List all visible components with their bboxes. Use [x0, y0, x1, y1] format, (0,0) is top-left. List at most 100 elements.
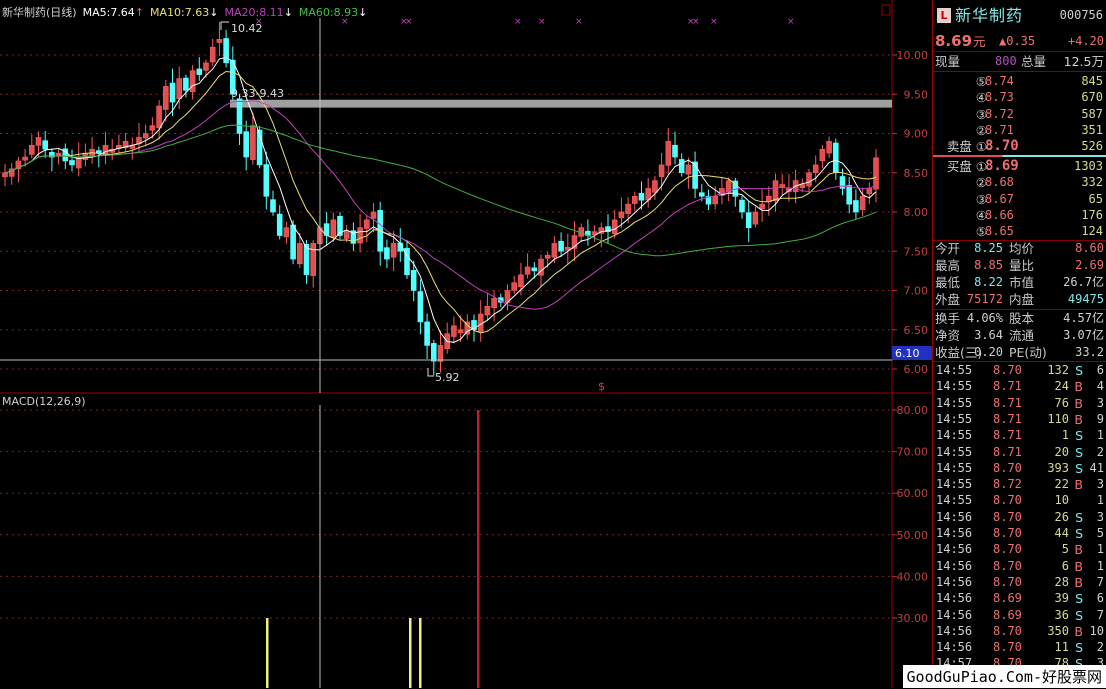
trade-row[interactable]: 14:55 8.71 20 S 2	[933, 444, 1106, 461]
ask-level[interactable]: ④ 8.73 670	[933, 89, 1106, 106]
ask-label: ②	[975, 122, 987, 138]
signal-cross-icon: ×	[787, 17, 795, 27]
trade-time: 14:55	[936, 428, 973, 443]
candle-body	[558, 240, 564, 252]
trade-volume: 132	[1047, 363, 1069, 377]
stat-row[interactable]: 外盘 75172 内盘 49475	[933, 291, 1106, 308]
stat-row[interactable]: 最高 8.85 量比 2.69	[933, 257, 1106, 274]
signal-cross-icon: ×	[710, 17, 718, 27]
stat-row[interactable]: 换手 4.06% 股本 4.57亿	[933, 310, 1106, 327]
divider	[933, 71, 1106, 72]
bid-level[interactable]: ③ 8.67 65	[933, 191, 1106, 208]
bid-volume: 124	[1081, 224, 1103, 239]
trade-row[interactable]: 14:55 8.71 110 B 9	[933, 411, 1106, 428]
macd-bar	[419, 618, 422, 688]
bid-level[interactable]: ④ 8.66 176	[933, 207, 1106, 224]
stat-row[interactable]: 最低 8.22 市值 26.7亿	[933, 274, 1106, 291]
trade-count: 3	[1096, 509, 1104, 524]
candle-body	[223, 38, 229, 64]
candle-body	[457, 329, 464, 334]
trade-time: 14:56	[936, 607, 973, 622]
signal-cross-icon: ×	[255, 17, 263, 27]
trade-side: B	[1074, 623, 1083, 639]
candle-body	[598, 227, 605, 234]
bid-level[interactable]: ② 8.68 332	[933, 174, 1106, 191]
ask-price: 8.74	[985, 74, 1014, 88]
macd-axis-label: 50.00	[897, 529, 929, 542]
candle-body	[122, 141, 129, 149]
candle-body	[725, 180, 732, 193]
total-volume-label: 总量	[1021, 54, 1047, 69]
trade-row[interactable]: 14:56 8.70 350 B 10	[933, 623, 1106, 640]
trade-row[interactable]: 14:55 8.70 132 S 6	[933, 362, 1106, 379]
candle-body	[437, 345, 444, 362]
trade-row[interactable]: 14:55 8.72 22 B 3	[933, 476, 1106, 493]
price-row[interactable]: 8.69 元 ▲0.35 +4.20	[933, 33, 1106, 50]
trade-price: 8.70	[993, 623, 1022, 638]
candle-body	[511, 282, 518, 291]
candle-body	[236, 98, 243, 134]
trade-row[interactable]: 14:56 8.69 36 S 7	[933, 607, 1106, 624]
stock-header[interactable]: L 新华制药 000756	[933, 7, 1106, 24]
trade-count: 1	[1096, 493, 1104, 508]
signal-cross-icon: ×	[405, 17, 413, 27]
candle-body	[497, 297, 504, 303]
bid-price: 8.65	[985, 224, 1014, 239]
volume-row[interactable]: 现量 800 总量 12.5万	[933, 53, 1106, 70]
price-axis-label: 7.00	[904, 285, 929, 298]
trade-volume: 36	[1054, 607, 1069, 622]
trade-row[interactable]: 14:55 8.70 10 1	[933, 492, 1106, 509]
ask-price: 8.70	[985, 138, 1019, 155]
ma60-label: MA60:8.93↓	[298, 6, 368, 19]
trade-time: 14:56	[936, 542, 973, 557]
trade-row[interactable]: 14:55 8.71 76 B 3	[933, 395, 1106, 412]
ma10-label: MA10:7.63↓	[150, 6, 219, 19]
ask-level[interactable]: 卖盘 ① 8.70 526	[933, 138, 1106, 155]
trade-price: 8.70	[993, 640, 1022, 655]
ask-level[interactable]: ⑤ 8.74 845	[933, 73, 1106, 90]
candle-body	[404, 247, 410, 276]
trade-side: B	[1074, 395, 1083, 411]
trade-row[interactable]: 14:56 8.70 11 S 2	[933, 639, 1106, 656]
ask-volume: 670	[1081, 90, 1103, 105]
trade-row[interactable]: 14:56 8.70 28 B 7	[933, 574, 1106, 591]
stat-row[interactable]: 今开 8.25 均价 8.60	[933, 240, 1106, 257]
candle-body	[156, 105, 162, 129]
price-axis-label: 10.00	[897, 49, 929, 62]
macd-axis-label: 70.00	[897, 446, 929, 459]
trade-row[interactable]: 14:56 8.70 6 B 1	[933, 558, 1106, 575]
price-axis-label: 9.00	[904, 128, 929, 141]
trade-row[interactable]: 14:56 8.69 39 S 6	[933, 590, 1106, 607]
ask-level[interactable]: ② 8.71 351	[933, 122, 1106, 139]
candle-body	[42, 140, 49, 150]
ask-level[interactable]: ③ 8.72 587	[933, 106, 1106, 123]
bid-level[interactable]: 买盘 ① 8.69 1303	[933, 158, 1106, 175]
stat-label: 市值	[1009, 275, 1035, 290]
trade-volume: 10	[1054, 493, 1069, 508]
trade-row[interactable]: 14:56 8.70 26 S 3	[933, 509, 1106, 526]
price-change: ▲0.35	[999, 34, 1036, 48]
candle-body	[759, 203, 765, 210]
trade-row[interactable]: 14:55 8.70 393 S 41	[933, 460, 1106, 477]
stat-row[interactable]: 收益(三) 0.20 PE(动) 33.2	[933, 344, 1106, 361]
trade-row[interactable]: 14:55 8.71 1 S 1	[933, 427, 1106, 444]
trade-row[interactable]: 14:55 8.71 24 B 4	[933, 378, 1106, 395]
candle-body	[678, 159, 685, 174]
trade-row[interactable]: 14:56 8.70 5 B 1	[933, 541, 1106, 558]
trade-row[interactable]: 14:56 8.70 44 S 5	[933, 525, 1106, 542]
signal-cross-icon: ×	[692, 17, 700, 27]
trade-count: 3	[1096, 395, 1104, 410]
stat-row[interactable]: 净资 3.64 流通 3.07亿	[933, 327, 1106, 344]
macd-axis-label: 80.00	[897, 404, 929, 417]
kline-chart[interactable]: 10.00 9.50 9.00 8.50 8.00 7.50 7.00 6.50 6.00 80.…	[0, 0, 932, 688]
candle-body	[524, 266, 531, 275]
low-marker	[427, 368, 434, 377]
trade-price: 8.70	[993, 526, 1022, 540]
ask-label: 卖盘 ①	[946, 139, 987, 155]
trade-count: 7	[1096, 607, 1104, 622]
stat-label: 流通	[1009, 328, 1035, 343]
bid-level[interactable]: ⑤ 8.65 124	[933, 223, 1106, 240]
stat-label: 量比	[1009, 258, 1035, 273]
trade-count: 10	[1089, 623, 1104, 638]
trade-volume: 350	[1047, 623, 1069, 638]
